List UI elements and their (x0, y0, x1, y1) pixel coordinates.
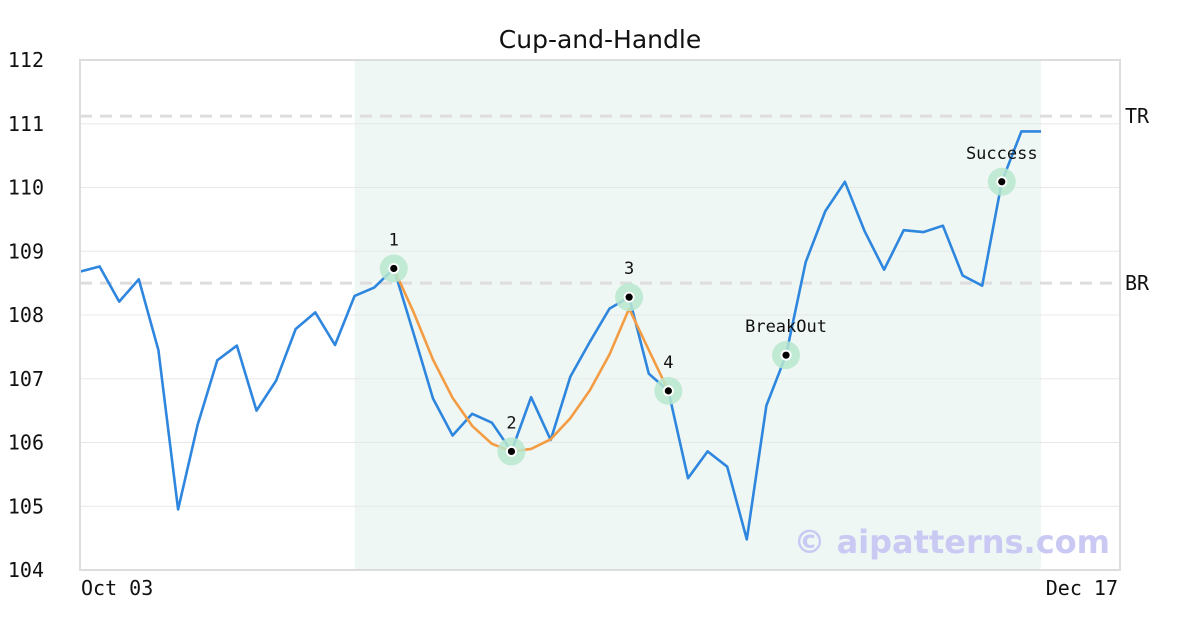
annotation-label: 4 (663, 353, 673, 373)
annotation-label: Success (966, 144, 1038, 164)
series-lines (79, 130, 1041, 541)
y-tick-label: 105 (8, 494, 44, 518)
x-axis-ticks: Oct 03 Dec 17 (81, 576, 1118, 600)
cup-fit-line (392, 267, 670, 453)
x-tick-label: Dec 17 (1046, 576, 1118, 600)
y-tick-label: 107 (8, 367, 44, 391)
y-tick-label: 104 (8, 558, 44, 582)
y-tick-label: 110 (8, 176, 44, 200)
annotation-label: BreakOut (745, 317, 827, 337)
marker-dot (664, 387, 672, 395)
y-tick-label: 111 (8, 112, 44, 136)
marker-dot (782, 351, 790, 359)
plot-frame (79, 59, 1121, 571)
annotation-label: 2 (506, 413, 516, 433)
grid-lines (80, 123, 1120, 507)
level-lines: TR BR (80, 104, 1150, 295)
marker-dot (507, 447, 516, 456)
y-tick-label: 108 (8, 303, 44, 327)
y-tick-label: 106 (8, 431, 44, 455)
price-line (79, 130, 1041, 541)
y-tick-label: 109 (8, 239, 44, 263)
annotation-label: 3 (624, 259, 634, 279)
chart-title: Cup-and-Handle (499, 25, 701, 54)
watermark: © aipatterns.com (793, 523, 1110, 561)
level-label-br: BR (1125, 271, 1150, 295)
annotation-label: 1 (389, 230, 399, 250)
y-tick-label: 112 (8, 48, 44, 72)
pattern-markers: 1 2 3 4 BreakOut Success (379, 144, 1038, 466)
y-axis-ticks: 104 105 106 107 108 109 110 111 112 (8, 48, 44, 582)
level-label-tr: TR (1125, 104, 1150, 128)
marker-dot (625, 293, 633, 301)
x-tick-label: Oct 03 (81, 576, 153, 600)
marker-dot (390, 264, 398, 273)
marker-dot (998, 178, 1006, 186)
